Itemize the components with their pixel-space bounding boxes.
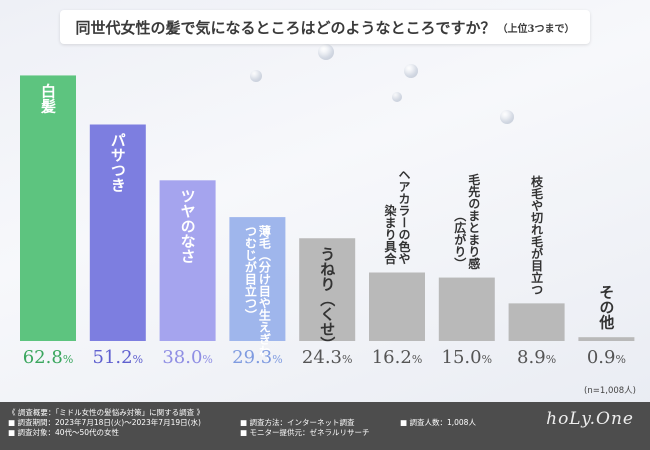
bar-label: ヘアカラーの色や (397, 168, 411, 264)
bar (20, 75, 76, 342)
brand-logo: hoLy.One (546, 409, 634, 429)
chart-title-box: 同世代女性の髪で気になるところはどのようなところですか？ （上位3つまで） (60, 10, 590, 44)
footer-respondents: ■ 調査人数：1,008人 (400, 418, 476, 427)
bar-label: 薄毛（分け目や生えぎわ、 (257, 224, 271, 369)
bar-label: 毛先のまとまり感 (467, 172, 481, 269)
bar-label: つむじが目立つ） (243, 225, 257, 321)
bar-label: うねり（くせ） (318, 246, 336, 351)
water-drop (318, 44, 334, 60)
water-drop (392, 92, 402, 102)
value-label: 29.3% (232, 347, 283, 368)
bar-label: 染まり具合 (383, 203, 397, 265)
sample-size-note: (n=1,008人) (584, 386, 636, 396)
footer-survey-method: ■ 調査方法：インターネット調査 (240, 418, 355, 427)
value-label: 62.8% (23, 347, 74, 368)
value-label: 8.9% (517, 347, 556, 368)
bar (299, 238, 356, 341)
bar (159, 180, 216, 341)
bar-label: その他 (597, 284, 615, 330)
bar (438, 277, 495, 341)
value-label: 38.0% (162, 347, 213, 368)
bar-label: 白髪 (39, 83, 57, 115)
bar (229, 217, 286, 341)
bar-chart: 白髪 62.8% パサつき 51.2% ツヤのなさ 38.0% 薄毛（分け目や生えぎわ、つむ… (20, 75, 635, 369)
bar-label: （広がり） (453, 210, 467, 270)
value-label: 15.0% (442, 347, 493, 368)
bar (508, 303, 565, 341)
survey-footer: 《 調査概要：「ミドル女性の髪悩み対策」に関する調査 》 ■ 調査期間：2023… (0, 402, 650, 450)
chart-title: 同世代女性の髪で気になるところはどのようなところですか？ (75, 18, 496, 37)
bar (369, 272, 425, 341)
footer-survey-title: 《 調査概要：「ミドル女性の髪悩み対策」に関する調査 》 (8, 408, 205, 417)
bar-label: ツヤのなさ (179, 188, 197, 263)
value-label: 0.9% (587, 347, 626, 368)
footer-survey-period: ■ 調査期間：2023年7月18日(火)～2023年7月19日(水) (8, 418, 201, 427)
value-label: 16.2% (372, 347, 423, 368)
chart-title-note: （上位3つまで） (497, 23, 575, 35)
bar (578, 337, 635, 341)
footer-survey-target: ■ 調査対象：40代～50代の女性 (8, 428, 120, 437)
footer-monitor-source: ■ モニター提供元：ゼネラルリサーチ (240, 428, 370, 437)
water-drop (404, 64, 418, 78)
water-drop (500, 110, 514, 124)
bar-label: パサつき (109, 132, 127, 192)
bar-label: 枝毛や切れ毛が目立つ (530, 174, 544, 295)
value-label: 51.2% (93, 347, 144, 368)
value-label: 24.3% (302, 347, 353, 368)
bar (89, 124, 146, 341)
water-drop (250, 70, 262, 82)
